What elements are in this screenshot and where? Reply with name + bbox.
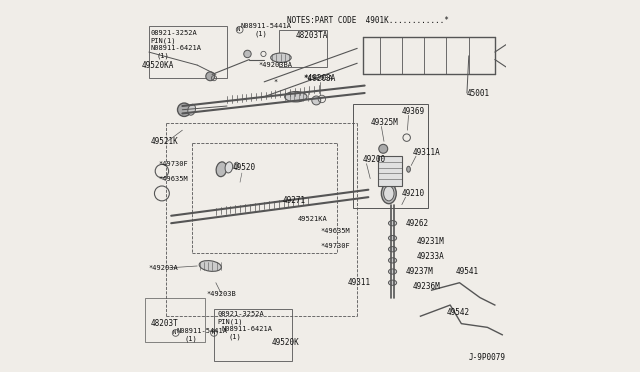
Text: 49231M: 49231M <box>417 237 444 246</box>
Text: 08921-3252A: 08921-3252A <box>218 311 264 317</box>
Ellipse shape <box>225 162 233 173</box>
Circle shape <box>206 72 215 81</box>
Ellipse shape <box>388 269 397 274</box>
Circle shape <box>177 103 191 116</box>
Ellipse shape <box>216 162 227 177</box>
Circle shape <box>312 96 321 105</box>
Text: 49325M: 49325M <box>370 118 398 127</box>
Text: 49262: 49262 <box>406 219 429 228</box>
Text: 49210: 49210 <box>402 189 425 198</box>
Text: 49369: 49369 <box>402 107 425 116</box>
Text: 49520: 49520 <box>232 163 256 172</box>
Ellipse shape <box>388 235 397 241</box>
Text: 49542: 49542 <box>447 308 470 317</box>
Text: (1): (1) <box>184 335 197 342</box>
Text: *49635M: *49635M <box>320 228 349 234</box>
Text: 08921-3252A: 08921-3252A <box>151 31 198 36</box>
Text: *49203BA: *49203BA <box>259 62 292 68</box>
Text: PIN(1): PIN(1) <box>151 38 176 44</box>
Text: *49203B: *49203B <box>207 291 236 297</box>
Ellipse shape <box>388 247 397 252</box>
Circle shape <box>244 50 251 58</box>
Bar <box>353 104 428 208</box>
Ellipse shape <box>406 166 410 172</box>
Ellipse shape <box>199 261 221 271</box>
Text: N: N <box>237 27 240 32</box>
Text: N08911-6421A: N08911-6421A <box>221 326 273 332</box>
Text: *49635M: *49635M <box>158 176 188 182</box>
Ellipse shape <box>388 280 397 285</box>
Bar <box>149 26 227 78</box>
Text: 49521KA: 49521KA <box>298 217 328 222</box>
Ellipse shape <box>388 221 397 226</box>
Text: 49233A: 49233A <box>417 252 444 261</box>
Text: *49730F: *49730F <box>320 243 349 248</box>
Circle shape <box>379 144 388 153</box>
Text: N: N <box>211 330 214 336</box>
Bar <box>279 30 328 67</box>
Text: 49311: 49311 <box>348 278 371 287</box>
Text: N08911-6421A: N08911-6421A <box>151 45 202 51</box>
Ellipse shape <box>388 258 397 263</box>
Text: *49203A: *49203A <box>303 75 333 81</box>
Bar <box>378 156 402 186</box>
Text: 49520KA: 49520KA <box>141 61 174 70</box>
Bar <box>145 298 205 342</box>
Text: *49203A: *49203A <box>303 74 335 83</box>
Ellipse shape <box>383 186 394 201</box>
Text: J-9P0079: J-9P0079 <box>468 353 506 362</box>
Text: 49520K: 49520K <box>271 338 300 347</box>
Text: *49730F: *49730F <box>158 161 188 167</box>
Ellipse shape <box>188 104 196 115</box>
Text: 49200: 49200 <box>363 155 386 164</box>
Text: NOTES:PART CODE  4901K............*: NOTES:PART CODE 4901K............* <box>287 16 449 25</box>
Text: 49541: 49541 <box>456 267 479 276</box>
Ellipse shape <box>271 53 291 62</box>
Text: *49203A: *49203A <box>149 265 179 271</box>
Ellipse shape <box>285 92 307 102</box>
Text: N08911-5441A: N08911-5441A <box>177 328 228 334</box>
Text: 49237M: 49237M <box>406 267 433 276</box>
Text: N08911-5441A: N08911-5441A <box>240 23 291 29</box>
Text: 45001: 45001 <box>467 89 490 97</box>
Text: PIN(1): PIN(1) <box>218 318 243 325</box>
Text: 49271: 49271 <box>283 196 306 205</box>
Bar <box>214 309 292 361</box>
Text: (1): (1) <box>229 333 242 340</box>
Text: (1): (1) <box>156 52 169 59</box>
Text: 48203T: 48203T <box>151 319 179 328</box>
Text: *: * <box>273 79 278 85</box>
Text: 49236M: 49236M <box>413 282 441 291</box>
Text: 48203TA: 48203TA <box>296 31 328 40</box>
Text: 49311A: 49311A <box>413 148 441 157</box>
Text: 49521K: 49521K <box>151 137 179 146</box>
Ellipse shape <box>381 183 396 204</box>
Text: N: N <box>173 330 176 336</box>
Text: (1): (1) <box>255 30 268 37</box>
